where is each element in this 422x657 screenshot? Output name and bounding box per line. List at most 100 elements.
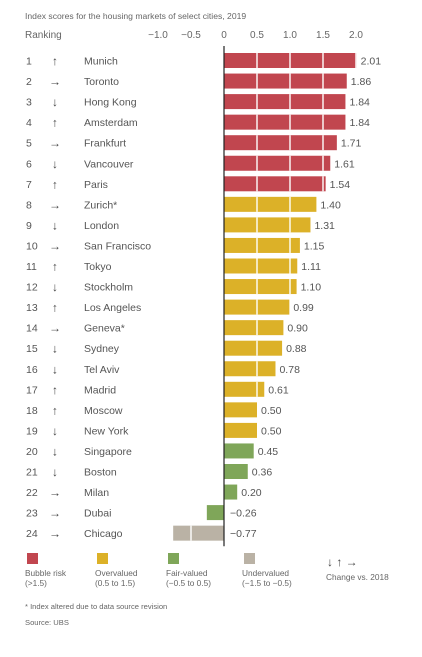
rank-number: 19 [26, 425, 38, 437]
legend-item-over: Overvalued(0.5 to 1.5) [95, 553, 138, 588]
table-row: 8 → Zurich* 1.40 [26, 196, 341, 212]
table-row: 11 ↑ Tokyo 1.11 [26, 258, 321, 274]
value-label: 1.84 [349, 117, 370, 129]
rank-number: 17 [26, 384, 38, 396]
trend-right-icon: → [49, 75, 61, 89]
trend-down-icon: ↓ [52, 157, 58, 171]
legend-item-under: Undervalued(−1.5 to −0.5) [242, 553, 292, 588]
city-label: Zurich* [84, 199, 117, 211]
bar-rows: 1 ↑ Munich 2.01 2 → Toronto 1.86 3 ↓ Hong Kong 1.84… [26, 53, 381, 541]
table-row: 21 ↓ Boston 0.36 [26, 464, 272, 479]
city-label: Paris [84, 179, 108, 191]
city-label: Amsterdam [84, 117, 138, 129]
value-label: −0.77 [230, 528, 257, 540]
bar [224, 422, 257, 438]
rank-number: 12 [26, 282, 38, 294]
value-label: −0.26 [230, 508, 257, 520]
value-label: 0.50 [261, 405, 282, 417]
bar [224, 135, 337, 151]
rank-number: 24 [26, 528, 38, 540]
city-label: Los Angeles [84, 302, 141, 314]
rank-number: 22 [26, 487, 38, 499]
legend-label: (0.5 to 1.5) [95, 578, 135, 588]
city-label: Milan [84, 487, 109, 499]
legend-label: Overvalued [95, 568, 138, 578]
city-label: Madrid [84, 384, 116, 396]
rank-number: 18 [26, 405, 38, 417]
legend-item-fair: Fair-valued(−0.5 to 0.5) [166, 553, 211, 588]
city-label: Chicago [84, 528, 123, 540]
trend-up-icon: ↑ [52, 383, 58, 397]
city-label: London [84, 220, 119, 232]
value-label: 1.54 [330, 179, 351, 191]
value-label: 0.61 [268, 384, 289, 396]
bar [206, 505, 224, 521]
rank-number: 1 [26, 56, 32, 68]
city-label: New York [84, 425, 129, 437]
value-label: 1.86 [351, 76, 372, 88]
table-row: 17 ↑ Madrid 0.61 [26, 381, 289, 397]
rank-number: 14 [26, 323, 38, 335]
table-row: 20 ↓ Singapore 0.45 [26, 443, 278, 459]
city-label: Hong Kong [84, 97, 137, 109]
trend-up-icon: ↑ [52, 116, 58, 130]
value-label: 1.31 [314, 220, 335, 232]
bar [224, 484, 238, 500]
legend-swatch [27, 553, 38, 564]
bar [224, 176, 326, 192]
bar [224, 155, 331, 171]
x-tick-label: 0.5 [250, 30, 264, 41]
table-row: 7 ↑ Paris 1.54 [26, 176, 351, 192]
rank-number: 10 [26, 240, 38, 252]
city-label: Tel Aviv [84, 364, 120, 376]
trend-down-icon: ↓ [52, 280, 58, 294]
city-label: Munich [84, 56, 118, 68]
trend-right-icon: → [49, 198, 61, 212]
x-axis-ticks: −1.0 −0.5 0 0.5 1.0 1.5 2.0 [148, 30, 363, 41]
bar [224, 361, 276, 377]
city-label: Stockholm [84, 282, 133, 294]
legend: Bubble risk(>1.5) Overvalued(0.5 to 1.5) F… [25, 553, 292, 588]
city-label: Dubai [84, 508, 111, 520]
bar [224, 237, 300, 253]
value-label: 1.84 [349, 97, 370, 109]
bar [224, 340, 283, 356]
trend-down-icon: ↓ [52, 362, 58, 376]
legend-label: (>1.5) [25, 578, 47, 588]
rank-number: 2 [26, 76, 32, 88]
legend-label: Bubble risk [25, 568, 67, 578]
chart-title: Index scores for the housing markets of … [25, 11, 246, 21]
city-label: Boston [84, 467, 117, 479]
value-label: 0.50 [261, 425, 282, 437]
rank-number: 13 [26, 302, 38, 314]
bar [224, 258, 298, 274]
rank-number: 9 [26, 220, 32, 232]
table-row: 24 → Chicago −0.77 [26, 525, 257, 541]
table-row: 9 ↓ London 1.31 [26, 217, 335, 233]
legend-label: (−0.5 to 0.5) [166, 578, 211, 588]
table-row: 4 ↑ Amsterdam 1.84 [26, 114, 370, 130]
bar [224, 279, 297, 295]
table-row: 18 ↑ Moscow 0.50 [26, 402, 282, 418]
value-label: 1.11 [301, 261, 321, 273]
city-label: San Francisco [84, 240, 151, 252]
trend-right-icon: → [49, 506, 61, 520]
value-label: 0.90 [287, 323, 308, 335]
rank-number: 7 [26, 179, 32, 191]
legend-swatch [244, 553, 255, 564]
value-label: 0.88 [286, 343, 307, 355]
bar [224, 443, 254, 459]
x-tick-label: 1.5 [316, 30, 330, 41]
value-label: 1.10 [301, 282, 322, 294]
table-row: 15 ↓ Sydney 0.88 [26, 340, 307, 356]
x-tick-label: 1.0 [283, 30, 297, 41]
value-label: 0.20 [241, 487, 262, 499]
value-label: 1.71 [341, 138, 362, 150]
city-label: Moscow [84, 405, 123, 417]
x-tick-label: −1.0 [148, 30, 168, 41]
value-label: 0.78 [279, 364, 300, 376]
value-label: 1.61 [334, 158, 355, 170]
city-label: Vancouver [84, 158, 134, 170]
trend-down-icon: ↓ [52, 424, 58, 438]
